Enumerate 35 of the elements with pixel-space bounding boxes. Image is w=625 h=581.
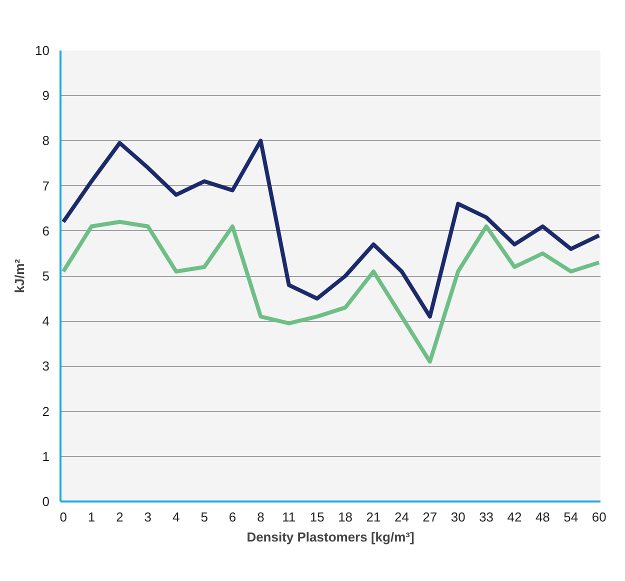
x-tick-label: 4 xyxy=(172,510,180,524)
y-tick-label: 9 xyxy=(42,88,50,104)
x-tick-label: 18 xyxy=(338,510,353,524)
x-tick-label: 15 xyxy=(310,510,324,524)
x-tick-label: 27 xyxy=(422,510,438,524)
y-tick-label: 7 xyxy=(42,178,50,194)
line-series xyxy=(61,220,600,364)
x-tick-label: 3 xyxy=(144,510,152,524)
y-tick-label: 3 xyxy=(42,358,50,374)
x-tick-label: 21 xyxy=(366,510,381,524)
x-tick-label: 30 xyxy=(450,510,466,524)
x-tick-label: 0 xyxy=(60,510,67,524)
y-tick-label: 0 xyxy=(42,494,50,509)
x-tick-label: 24 xyxy=(394,510,409,524)
x-tick-label: 8 xyxy=(257,510,264,524)
y-tick-label: 2 xyxy=(42,404,50,419)
x-tick-label: 33 xyxy=(479,510,494,524)
y-tick-label: 5 xyxy=(42,268,50,284)
y-tick-label: 10 xyxy=(35,43,50,58)
y-tick-label: 4 xyxy=(42,314,50,329)
x-tick-label: 5 xyxy=(200,510,208,524)
x-axis-title: Density Plastomers [kg/m³] xyxy=(246,530,414,544)
y-tick-label: 8 xyxy=(42,133,50,148)
line-series xyxy=(61,138,600,319)
x-tick-label: 54 xyxy=(564,510,578,524)
x-tick-label: 1 xyxy=(88,510,96,524)
x-tick-label: 6 xyxy=(228,510,236,524)
x-tick-label: 60 xyxy=(592,510,606,524)
x-tick-label: 42 xyxy=(507,510,522,524)
y-axis-title: kJ/m² xyxy=(12,258,28,293)
x-tick-label: 2 xyxy=(116,510,124,524)
x-tick-label: 11 xyxy=(282,510,296,524)
y-tick-label: 1 xyxy=(42,448,50,464)
y-tick-label: 6 xyxy=(42,223,50,238)
x-tick-label: 48 xyxy=(535,510,550,524)
